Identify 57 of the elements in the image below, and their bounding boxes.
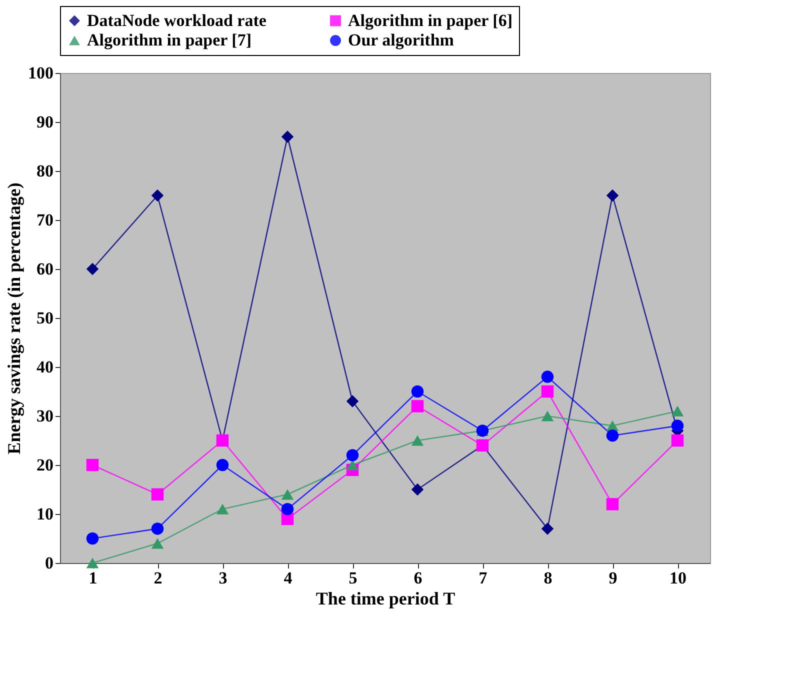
point [281, 489, 294, 500]
x-tick-label: 5 [348, 568, 358, 588]
point [606, 429, 619, 442]
legend-label: Our algorithm [348, 30, 454, 50]
point [151, 538, 164, 549]
point [671, 420, 684, 432]
point [541, 385, 554, 398]
point [411, 385, 424, 398]
point [541, 522, 554, 535]
y-tick-label: 40 [36, 358, 54, 376]
legend-label: DataNode workload rate [87, 10, 267, 30]
point [216, 504, 229, 514]
point [86, 532, 99, 545]
y-tick-label: 70 [36, 210, 54, 230]
x-tick-label: 8 [544, 568, 552, 588]
point [151, 522, 164, 535]
legend-label: Algorithm in paper [6] [348, 10, 512, 30]
y-tick-label: 10 [36, 504, 54, 524]
y-tick-label: 0 [45, 554, 54, 572]
point [606, 498, 619, 510]
x-tick-label: 6 [414, 568, 422, 588]
point [541, 410, 554, 422]
y-tick-label: 50 [36, 308, 54, 328]
x-axis-title: The time period T [316, 588, 456, 608]
x-tick-label: 10 [670, 568, 686, 588]
point [671, 406, 684, 416]
x-tick-label: 4 [284, 568, 293, 588]
x-tick-label: 7 [478, 568, 488, 588]
point [216, 458, 229, 472]
legend-label: Algorithm in paper [7] [87, 30, 252, 50]
point [86, 558, 99, 568]
y-tick-label: 30 [36, 406, 54, 426]
x-tick-label: 2 [154, 568, 162, 588]
x-tick-label: 3 [218, 568, 228, 588]
point [346, 460, 359, 470]
point [346, 395, 359, 408]
point [411, 483, 424, 496]
y-axis-title: Energy savings rate (in percentage) [4, 182, 24, 454]
point [411, 400, 424, 412]
y-tick-label: 100 [28, 64, 54, 82]
x-tick-label: 1 [88, 568, 98, 588]
point [541, 370, 554, 383]
point [671, 434, 684, 447]
point [86, 262, 99, 276]
point [281, 502, 294, 516]
x-tick-label: 9 [608, 568, 618, 588]
point [411, 435, 424, 446]
point [86, 458, 99, 472]
y-tick-label: 90 [36, 112, 54, 132]
y-tick-label: 20 [36, 456, 54, 474]
point [281, 130, 294, 143]
y-tick-label: 80 [36, 162, 54, 180]
point [151, 488, 164, 501]
point [151, 189, 164, 202]
y-tick-label: 60 [36, 260, 54, 278]
point [606, 189, 619, 202]
point [346, 449, 359, 462]
